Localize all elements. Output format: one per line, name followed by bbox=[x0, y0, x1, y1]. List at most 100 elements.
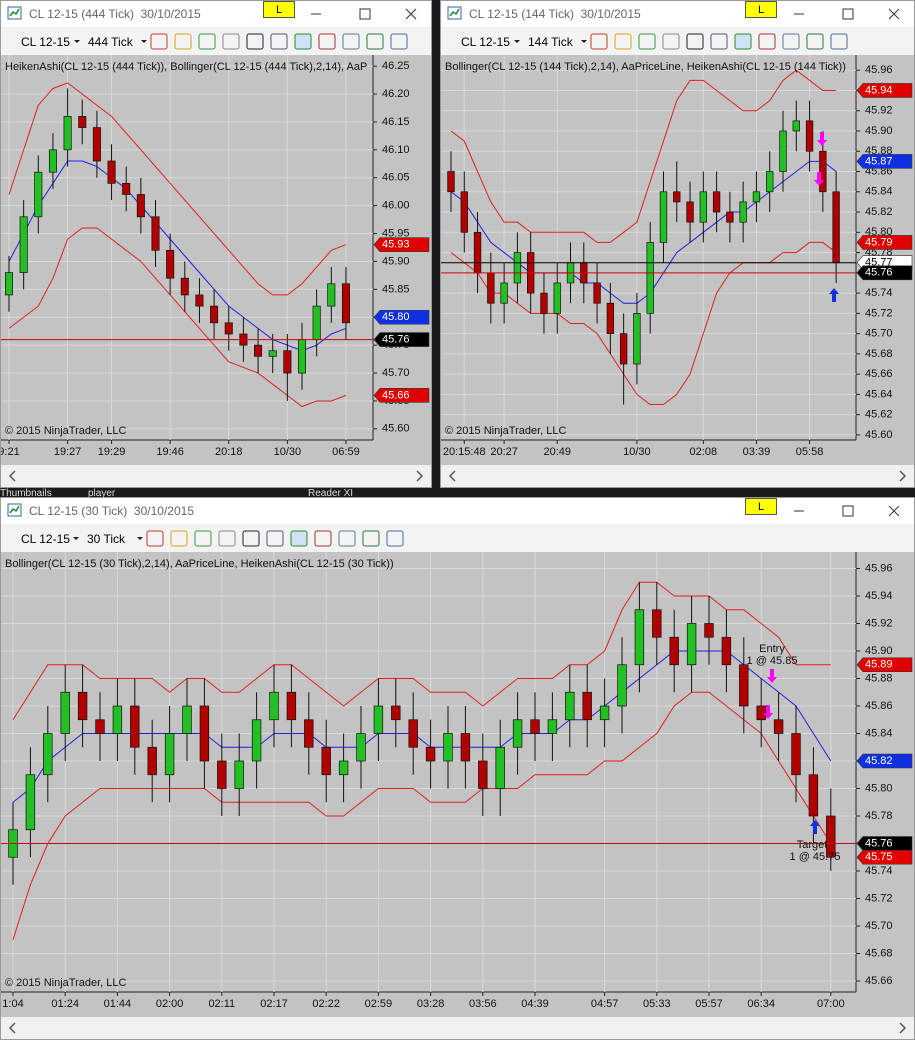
toolbar-button[interactable] bbox=[242, 530, 260, 547]
toolbar-button[interactable] bbox=[266, 530, 284, 547]
scroll-right[interactable] bbox=[899, 1022, 907, 1034]
y-tick-label: 45.90 bbox=[865, 645, 893, 657]
toolbar-button[interactable] bbox=[314, 530, 332, 547]
candle-body bbox=[593, 282, 601, 304]
candle-body bbox=[487, 272, 495, 304]
toolbar-button[interactable] bbox=[194, 530, 212, 547]
candle-body bbox=[43, 733, 53, 776]
toolbar-button[interactable] bbox=[390, 33, 408, 50]
candle-body bbox=[408, 719, 418, 748]
candle-body bbox=[669, 636, 679, 666]
candle-body bbox=[652, 609, 662, 638]
exit-arrow bbox=[763, 705, 773, 719]
toolbar-button[interactable] bbox=[342, 33, 360, 50]
candle-body bbox=[495, 746, 505, 789]
period-selector[interactable]: 30 Tick bbox=[87, 532, 126, 546]
scroll-left[interactable] bbox=[448, 470, 456, 482]
maximize-button[interactable] bbox=[842, 505, 854, 517]
toolbar-button[interactable] bbox=[198, 33, 216, 50]
toolbar-button[interactable] bbox=[614, 33, 632, 50]
toolbar-button[interactable] bbox=[710, 33, 728, 50]
y-tick-label: 45.60 bbox=[865, 429, 893, 441]
toolbar-button[interactable] bbox=[758, 33, 776, 50]
candle-body bbox=[599, 705, 610, 721]
candle-body bbox=[659, 191, 668, 243]
toolbar-button[interactable] bbox=[590, 33, 608, 50]
price-marker bbox=[373, 309, 430, 325]
toolbar-button[interactable] bbox=[386, 530, 404, 547]
x-tick-label: 03:39 bbox=[743, 446, 771, 458]
toolbar-button[interactable] bbox=[806, 33, 824, 50]
price-marker-label: 45.80 bbox=[382, 311, 410, 323]
candle-body bbox=[25, 774, 36, 831]
toolbar-button[interactable] bbox=[218, 530, 236, 547]
toolbar-button[interactable] bbox=[366, 33, 384, 50]
l-button[interactable]: L bbox=[745, 1, 777, 18]
toolbar-button[interactable] bbox=[830, 33, 848, 50]
toolbar-button[interactable] bbox=[170, 530, 188, 547]
period-selector[interactable]: 144 Tick bbox=[528, 35, 573, 49]
dropdown-caret[interactable] bbox=[73, 537, 143, 540]
toolbar-icons bbox=[73, 530, 404, 547]
candle-body bbox=[151, 216, 160, 251]
candle-body bbox=[512, 719, 523, 748]
toolbar-button[interactable] bbox=[734, 33, 752, 50]
candle-body bbox=[78, 116, 87, 128]
toolbar-button[interactable] bbox=[222, 33, 240, 50]
title-bar: CL 12-15 (444 Tick) 30/10/2015 L bbox=[1, 1, 431, 27]
x-tick-label: 07:00 bbox=[817, 998, 845, 1010]
candle-body bbox=[582, 691, 592, 721]
close-button[interactable] bbox=[888, 8, 900, 20]
entry-arrow bbox=[810, 820, 820, 834]
period-selector[interactable]: 444 Tick bbox=[88, 35, 133, 49]
y-tick-label: 45.64 bbox=[865, 388, 893, 400]
candle-body bbox=[164, 733, 175, 776]
toolbar-button[interactable] bbox=[146, 530, 164, 547]
instrument-selector[interactable]: CL 12-15 bbox=[21, 532, 70, 546]
toolbar-button[interactable] bbox=[638, 33, 656, 50]
toolbar-button[interactable] bbox=[318, 33, 336, 50]
l-button[interactable]: L bbox=[745, 498, 777, 515]
candle-body bbox=[832, 191, 840, 264]
candle-body bbox=[95, 719, 105, 734]
candle-body bbox=[792, 120, 800, 132]
dropdown-caret[interactable] bbox=[514, 40, 587, 43]
instrument-selector[interactable]: CL 12-15 bbox=[21, 35, 70, 49]
maximize-button[interactable] bbox=[842, 8, 854, 20]
price-marker-label: 45.76 bbox=[865, 267, 893, 279]
x-tick-label: 02:11 bbox=[208, 998, 235, 1010]
scroll-right[interactable] bbox=[416, 470, 424, 482]
scrollbar bbox=[1, 1017, 914, 1039]
candle-body bbox=[704, 623, 714, 638]
time-axis bbox=[1, 992, 914, 1017]
scroll-right[interactable] bbox=[899, 470, 907, 482]
desktop-label: Thumbnails bbox=[0, 488, 52, 499]
close-button[interactable] bbox=[405, 8, 417, 20]
price-marker bbox=[856, 753, 913, 769]
annotation: 1 @ 45.75 bbox=[790, 851, 841, 863]
toolbar-button[interactable] bbox=[246, 33, 264, 50]
scroll-left[interactable] bbox=[8, 470, 16, 482]
toolbar-button[interactable] bbox=[150, 33, 168, 50]
toolbar-button[interactable] bbox=[270, 33, 288, 50]
close-button[interactable] bbox=[888, 505, 900, 517]
instrument-selector[interactable]: CL 12-15 bbox=[461, 35, 510, 49]
toolbar-button[interactable] bbox=[362, 530, 380, 547]
window-title: CL 12-15 (444 Tick) 30/10/2015 bbox=[29, 7, 201, 21]
l-button[interactable]: L bbox=[263, 1, 295, 18]
toolbar-button[interactable] bbox=[782, 33, 800, 50]
dropdown-caret[interactable] bbox=[74, 40, 147, 43]
toolbar-button[interactable] bbox=[290, 530, 308, 547]
toolbar-button[interactable] bbox=[686, 33, 704, 50]
price-marker-label: 45.75 bbox=[865, 851, 893, 863]
chart: 45.9645.9445.9245.9045.8845.8645.8445.82… bbox=[441, 55, 914, 465]
toolbar-button[interactable] bbox=[174, 33, 192, 50]
annotation: 1 @ 45.85 bbox=[747, 655, 798, 667]
toolbar-button[interactable] bbox=[338, 530, 356, 547]
maximize-button[interactable] bbox=[359, 8, 371, 20]
scroll-left[interactable] bbox=[8, 1022, 16, 1034]
toolbar-button[interactable] bbox=[294, 33, 312, 50]
toolbar-button[interactable] bbox=[662, 33, 680, 50]
y-tick-label: 45.72 bbox=[865, 307, 893, 319]
candle-body bbox=[297, 339, 307, 374]
